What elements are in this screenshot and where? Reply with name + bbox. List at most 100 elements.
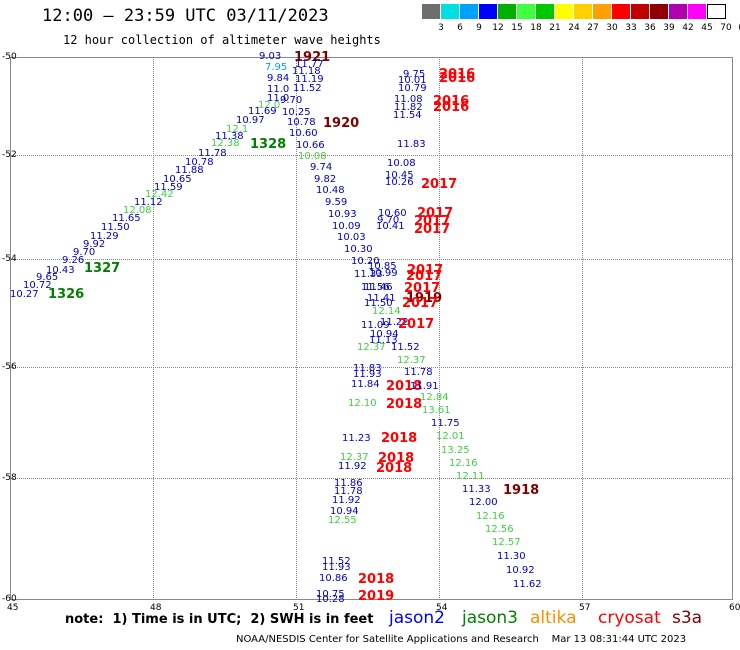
scale-swatch [460,4,479,19]
wave-height-value: 10.97 [236,115,265,126]
wave-height-value: 10.30 [344,244,373,255]
wave-height-value: 12.37 [340,452,369,463]
wave-height-value: 11.75 [431,418,460,429]
parallel-line [10,367,732,368]
page-subtitle: 12 hour collection of altimeter wave hei… [63,33,381,47]
pass-time-label: 2018 [358,572,395,587]
wave-height-value: 11.82 [394,102,423,113]
wave-height-value: 11.69 [248,106,277,117]
longitude-label: 60 [729,603,740,613]
legend-cryosat: cryosat [598,608,661,628]
pass-time-label: 2017 [421,177,458,192]
wave-height-value: 12.37 [397,355,426,366]
wave-height-value: 10.03 [337,232,366,243]
wave-height-value: 11.78 [404,367,433,378]
pass-time-label: 2016 [433,100,470,115]
scale-label: 36 [644,23,656,33]
wave-height-value: 11.92 [332,495,361,506]
meridian-line [582,57,583,600]
wave-height-value: 10.01 [398,75,427,86]
wave-height-value: 12.00 [469,497,498,508]
wave-height-value: 10.78 [185,157,214,168]
wave-height-value: 12.42 [145,189,174,200]
parallel-line [10,259,732,260]
wave-height-value: 10.27 [10,289,39,300]
latitude-label: -60 [2,594,17,604]
wave-height-value: 12.38 [211,138,240,149]
wave-height-value: 11.62 [513,579,542,590]
pass-time-label: 2018 [381,431,418,446]
wave-height-value: 10.78 [287,117,316,128]
pass-time-label: 1328 [250,137,287,152]
scale-swatch [707,4,726,19]
wave-height-value: 11.19 [295,74,324,85]
wave-height-value: 12.16 [476,511,505,522]
scale-swatch [498,4,517,19]
wave-height-value: 12.08 [123,205,152,216]
scale-label: 12 [492,23,504,33]
pass-time-label: 2018 [376,461,413,476]
wave-height-value: 9.65 [36,272,59,283]
wave-height-value: 11.30 [497,551,526,562]
scale-label: 70 [720,23,732,33]
wave-height-value: 11.50 [364,298,393,309]
pass-time-label: 1327 [84,261,121,276]
wave-height-value: 11.22 [380,317,409,328]
pass-time-label: 2017 [414,214,451,229]
scale-swatch [669,4,688,19]
parallel-line [10,478,732,479]
pass-time-label: 2016 [439,71,476,86]
scale-label: 9 [476,23,482,33]
latitude-label: -54 [2,254,17,264]
wave-height-value: 11.83 [397,139,426,150]
pass-time-label: 1918 [503,483,540,498]
latitude-label: -58 [2,473,17,483]
wave-height-value: 11.23 [342,433,371,444]
latitude-label: -52 [2,150,17,160]
wave-height-value: 10.43 [46,265,75,276]
wave-height-value: 9.82 [314,174,337,185]
pass-time-label: 2018 [378,451,415,466]
latitude-label: -50 [2,52,17,62]
wave-height-value: 9.03 [259,51,282,62]
wave-height-value: 12.1 [226,124,249,135]
wave-height-value: 11.52 [293,83,322,94]
scale-swatch [441,4,460,19]
pass-time-label: 2016 [439,67,476,82]
scale-label: 18 [530,23,542,33]
legend-jason2: jason2 [389,608,445,628]
wave-height-value: 11.92 [338,461,367,472]
wave-height-value: 11.88 [175,165,204,176]
pass-time-label: 2017 [402,296,439,311]
scale-swatch [574,4,593,19]
pass-time-label: 2018 [386,379,423,394]
wave-height-value: 10.41 [376,221,405,232]
wave-height-value: 10.26 [385,177,414,188]
scale-swatch [422,4,441,19]
wave-height-value: 9.26 [62,255,85,266]
wave-height-value: 7.95 [265,62,288,73]
parallel-line [10,599,732,600]
wave-height-value: 9.84 [267,73,290,84]
wave-height-value: 10.92 [506,565,535,576]
wave-height-value: 11.93 [322,562,351,573]
parallel-line [10,155,732,156]
longitude-label: 57 [579,603,591,613]
wave-height-value: 12.37 [357,342,386,353]
wave-height-value: 10.94 [330,506,359,517]
meridian-line [296,57,297,600]
scale-swatch [593,4,612,19]
pass-time-label: 2019 [358,589,395,604]
meridian-line [732,57,733,600]
wave-height-value: 11.41 [367,293,396,304]
wave-height-value: 10.28 [316,594,345,605]
page-title: 12:00 – 23:59 UTC 03/11/2023 [42,6,329,26]
scale-label: 33 [625,23,637,33]
meridian-line [153,57,154,600]
wave-height-value: 11.84 [351,379,380,390]
scale-label: 42 [682,23,694,33]
wave-height-value: 11.91 [410,381,439,392]
pass-time-label: 2018 [386,397,423,412]
wave-height-value: 11.0 [267,93,290,104]
